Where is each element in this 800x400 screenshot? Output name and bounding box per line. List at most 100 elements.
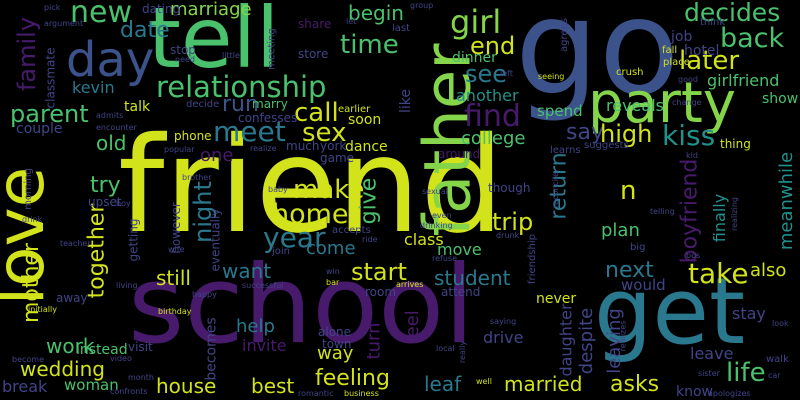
word-meanwhile: meanwhile [776,151,798,251]
word-stop: stop [170,43,196,57]
word-little: little [222,51,240,60]
word-agrees: agrees [558,18,570,52]
word-happy: happy [192,290,217,299]
word-around: around [438,147,481,161]
word-time: time [340,30,399,60]
word-car: car [768,371,781,380]
word-end: end [470,32,516,60]
word-friend: friend [118,109,505,263]
word-year: year [263,221,326,254]
word-date: date [120,18,170,43]
word-asks: asks [610,372,660,397]
word-life: life [726,358,766,388]
word-though: though [488,181,531,195]
word-encounter: encounter [96,123,137,132]
word-successful: successful [242,281,284,290]
word-finally: finally [710,193,730,243]
word-look: look [772,319,789,328]
word-feeling: feeling [315,366,390,391]
word-student: student [434,266,511,290]
word-hotel: hotel [684,43,720,59]
word-friendship: friendship [526,234,538,284]
word-wedding: wedding [20,357,105,381]
word-confronts: confronts [110,387,148,396]
word-drink: drink [22,215,43,224]
word-argument: argument [44,19,84,28]
word-come: come [306,238,356,259]
word-new: new [70,0,133,30]
word-stay: stay [732,304,766,323]
word-apologizes: apologizes [708,389,751,398]
word-kid: kid [686,151,698,160]
word-brother: brother [182,173,212,182]
word-spend: spend [537,102,583,120]
word-saying: saying [490,317,517,326]
word-popular: popular [164,145,195,154]
word-drinking: drinking [420,221,453,230]
word-join: join [272,246,291,257]
word-confesses: confesses [238,111,298,125]
word-take: take [688,257,749,290]
word-sexual: sexual [422,187,448,196]
word-parent: parent [10,100,89,128]
word-trip: trip [492,208,534,236]
word-accepts: accepts [332,225,371,236]
word-romantic: romantic [298,389,334,398]
word-see: see [465,60,508,88]
word-get: get [594,258,746,365]
word-well: well [476,377,492,386]
word-last: last [392,23,411,34]
word-feel: feel [401,310,423,344]
word-find: find [464,99,521,134]
word-break: break [2,377,48,396]
word-initially: initially [28,305,57,314]
word-like: like [398,88,415,114]
word-ride: ride [362,235,378,244]
word-help: help [236,316,275,337]
word-teacher: teacher [60,239,91,248]
word-make: make [293,175,365,205]
word-old: old [96,131,127,155]
word-away: away [56,291,88,305]
word-go: go [515,0,680,125]
word-also: also [750,260,787,281]
word-college: college [461,128,526,149]
word-arrives: arrives [396,280,424,289]
word-classmate: classmate [43,47,58,109]
word-relationship: relationship [156,70,327,104]
word-invite: invite [242,336,287,355]
word-good: good [678,75,698,84]
word-daughter: daughter [556,303,576,377]
word-left: left [500,69,513,78]
word-realize: realize [250,144,277,153]
word-leave: leave [690,344,734,363]
word-visit: visit [128,340,153,354]
word-win: win [326,267,340,276]
word-crush: crush [616,67,644,78]
word-dating: dating [142,2,181,16]
word-realizing: realizing [729,197,739,231]
word-begin: begin [348,1,404,25]
word-york: york [320,139,347,153]
word-really: really [458,340,468,364]
word-one: one [200,145,234,166]
word-big: big [630,242,646,253]
word-telling: telling [650,207,675,216]
word-need: need [175,55,195,64]
word-plan: plan [601,220,640,241]
word-decide: decide [186,99,220,110]
word-much: much [286,139,320,153]
word-best: best [251,374,295,398]
word-girlfriend: girlfriend [707,71,780,90]
word-video: video [110,354,132,363]
word-getting: getting [126,218,141,262]
word-never: never [536,291,577,307]
word-family: family [13,16,42,92]
word-class: class [404,230,444,249]
word-local: local [436,344,455,353]
word-store: store [298,47,329,61]
word-learns: learns [550,145,581,156]
word-thing: thing [720,137,751,151]
word-next: next [605,258,654,283]
